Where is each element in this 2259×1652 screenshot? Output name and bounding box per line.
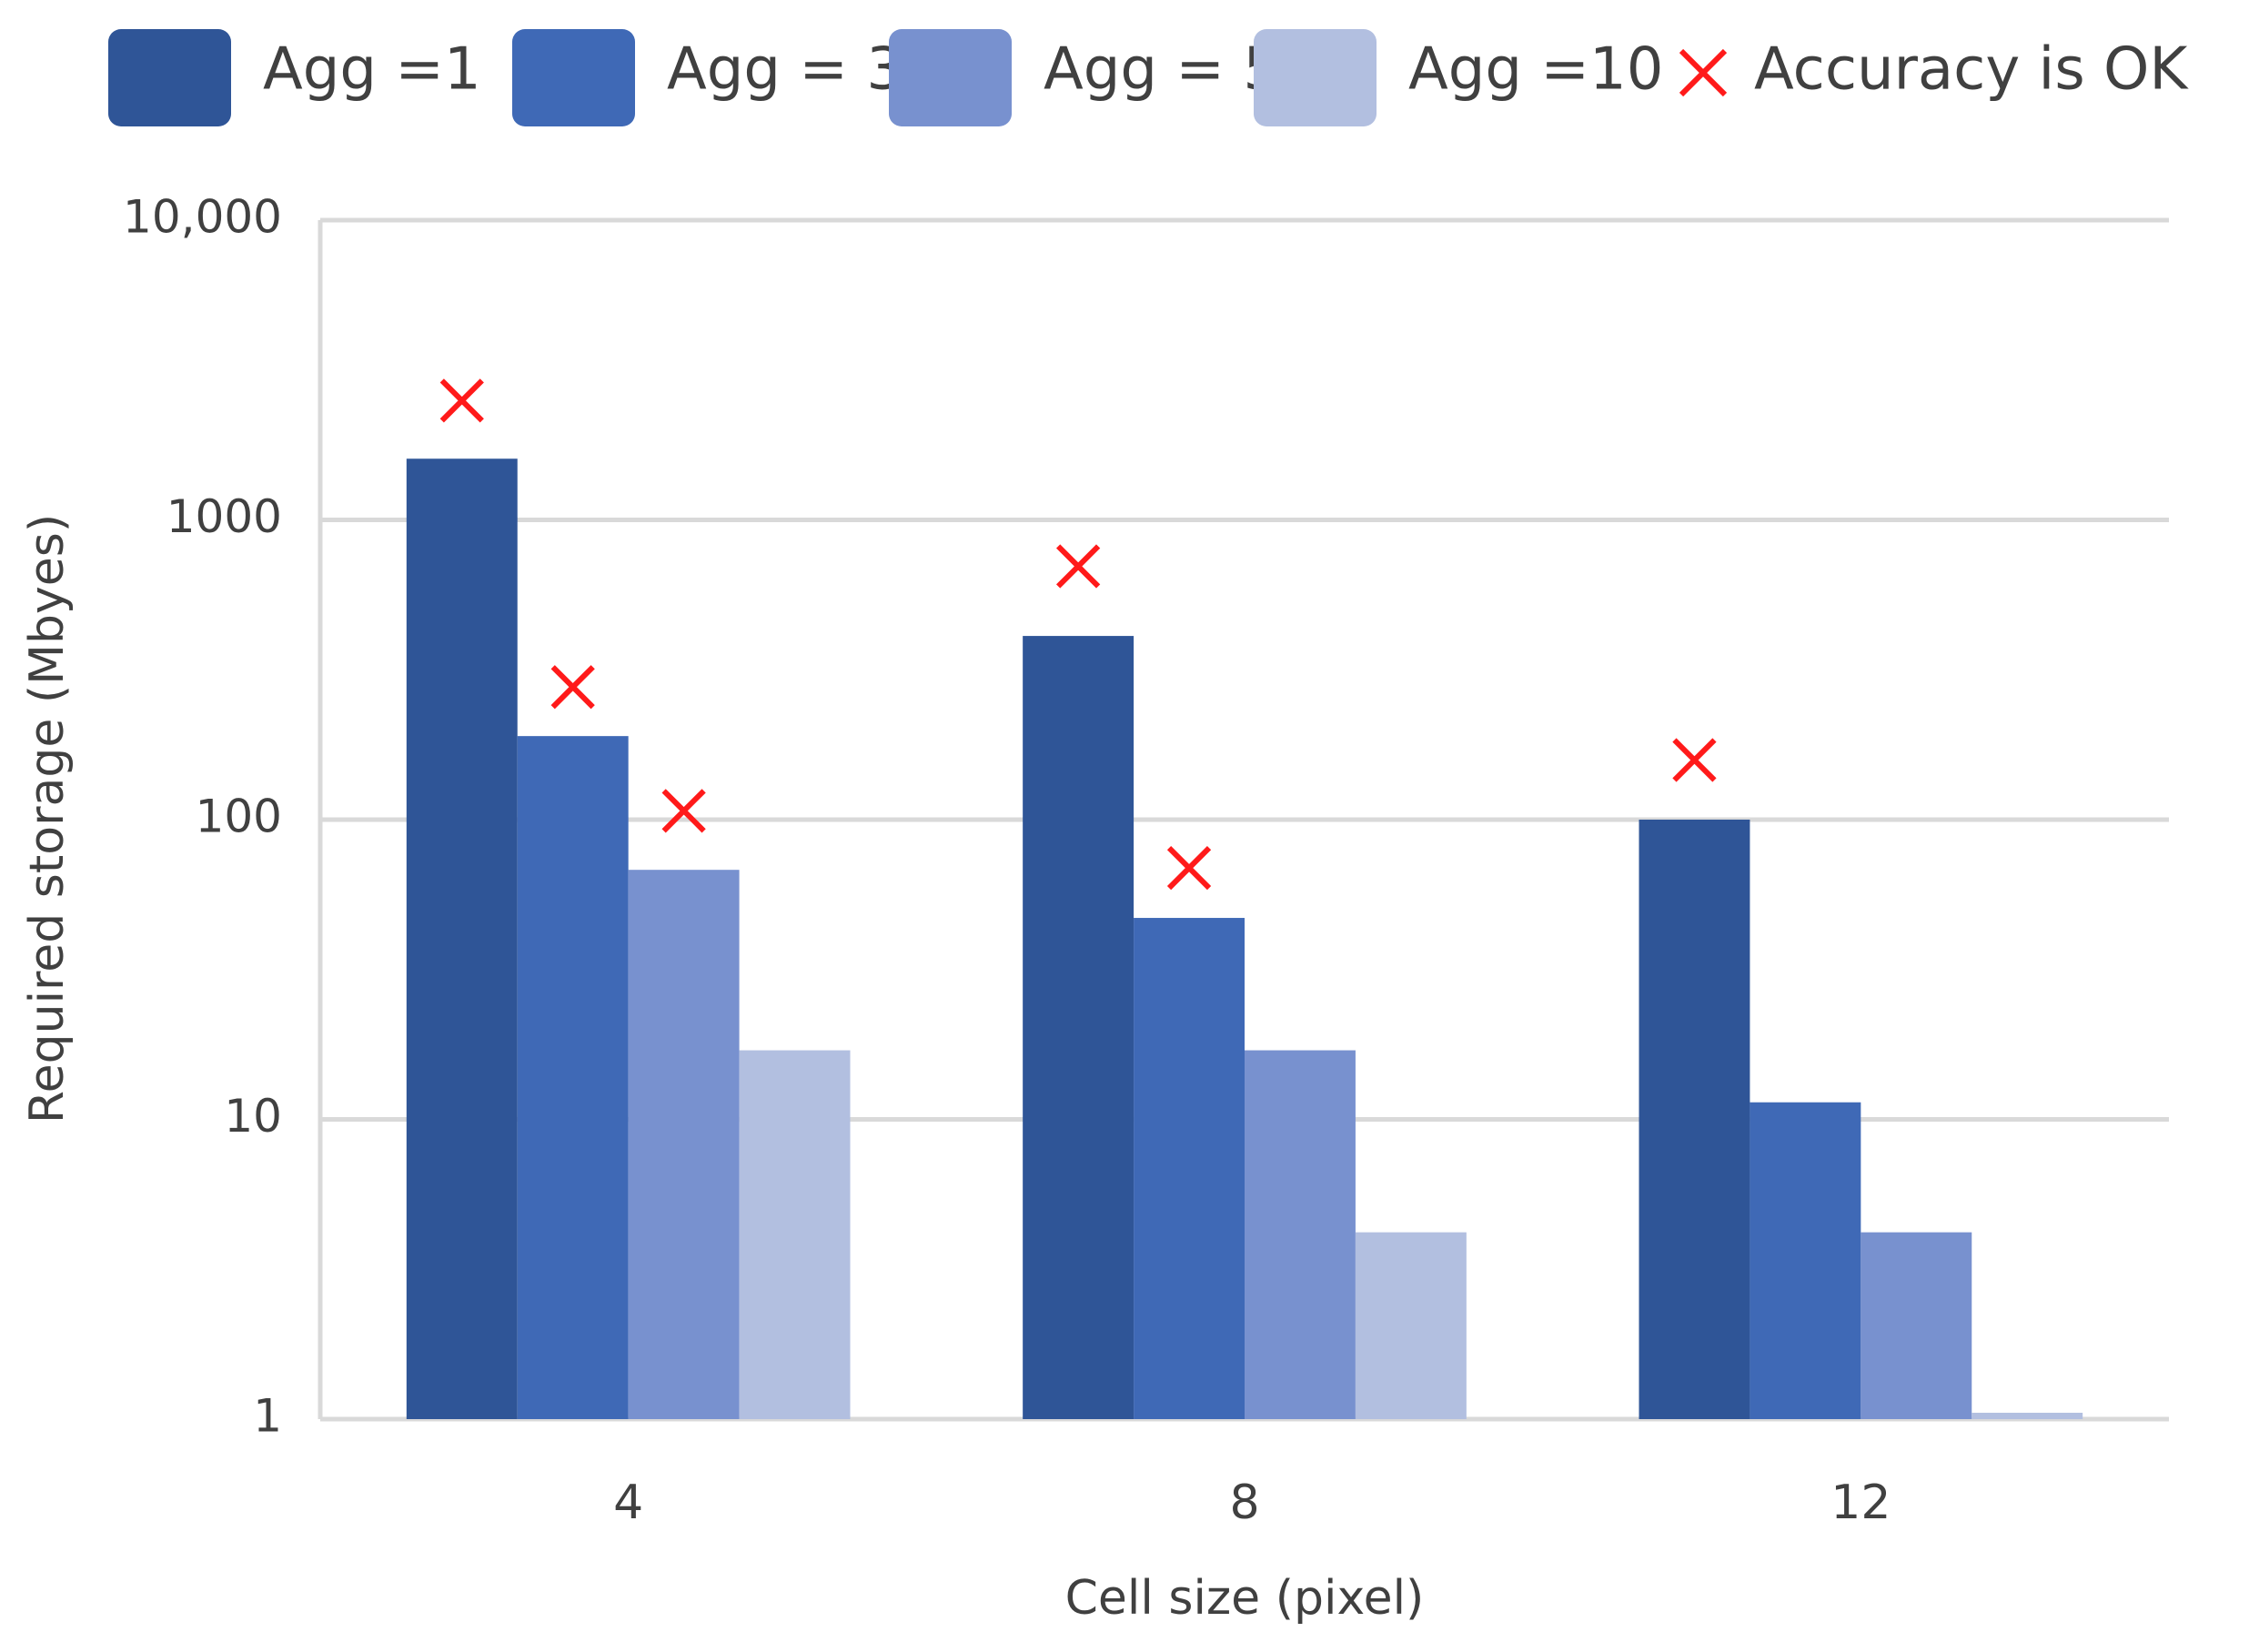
bar xyxy=(1639,820,1750,1419)
y-tick-label: 100 xyxy=(196,791,282,843)
bar xyxy=(1861,1232,1972,1419)
bar xyxy=(628,870,740,1419)
accuracy-marker xyxy=(1055,544,1101,589)
bar xyxy=(1023,636,1135,1419)
y-tick-label: 1 xyxy=(253,1390,282,1443)
x-tick-label: 8 xyxy=(1229,1476,1259,1530)
bar xyxy=(406,458,518,1420)
legend-marker xyxy=(1679,48,1728,97)
y-tick-label: 1000 xyxy=(166,490,282,543)
bar xyxy=(1245,1050,1356,1419)
x-axis-title: Cell size (pixel) xyxy=(1065,1571,1425,1626)
legend-swatch xyxy=(889,29,1012,126)
legend-swatch xyxy=(512,29,635,126)
y-axis-title: Required storage (Mbyes) xyxy=(20,514,75,1123)
accuracy-marker xyxy=(439,378,484,423)
accuracy-marker xyxy=(1672,738,1717,782)
legend-label: Agg =10 xyxy=(1408,36,1663,104)
legend-label: Agg = 5 xyxy=(1044,36,1280,104)
legend-label: Agg = 3 xyxy=(667,36,903,104)
bar xyxy=(1972,1413,2083,1419)
bar xyxy=(739,1050,851,1419)
accuracy-marker xyxy=(661,789,706,833)
y-tick-label: 10 xyxy=(224,1090,282,1143)
legend-label: Agg =1 xyxy=(263,36,481,104)
x-tick-label: 12 xyxy=(1830,1476,1891,1530)
y-tick-label: 10,000 xyxy=(123,191,282,244)
bar xyxy=(1355,1232,1467,1419)
accuracy-marker xyxy=(550,665,595,710)
bar xyxy=(1134,918,1245,1419)
legend-swatch xyxy=(108,29,231,126)
bar xyxy=(1750,1102,1861,1419)
bar xyxy=(517,736,629,1419)
x-tick-label: 4 xyxy=(613,1476,643,1530)
legend-label: Accuracy is OK xyxy=(1754,36,2189,104)
legend-swatch xyxy=(1254,29,1377,126)
accuracy-marker xyxy=(1166,845,1212,891)
